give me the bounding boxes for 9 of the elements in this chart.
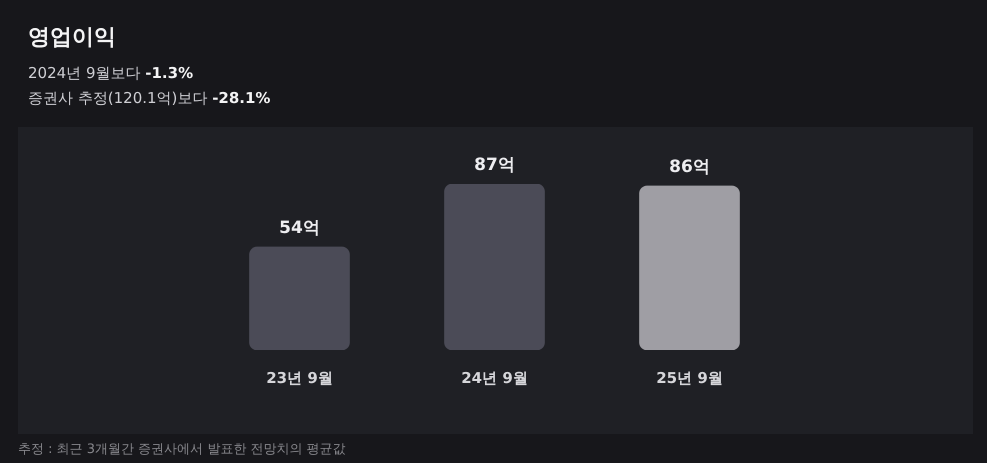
- chart-subtitle: 2024년 9월보다 -1.3% 증권사 추정(120.1억)보다 -28.1%: [28, 64, 270, 107]
- data-label: 54억: [279, 218, 320, 238]
- x-tick-label: 23년 9월: [266, 368, 333, 387]
- data-label: 86억: [669, 156, 710, 177]
- text: 추정 : 최근 3개월간 증권사에서 발표한 전망치의 평균값: [18, 442, 346, 457]
- x-tick-label: 24년 9월: [461, 368, 528, 387]
- x-tick-label: 25년 9월: [656, 368, 723, 387]
- data-label: 87억: [474, 154, 515, 175]
- chart-title: 영업이익: [28, 24, 116, 52]
